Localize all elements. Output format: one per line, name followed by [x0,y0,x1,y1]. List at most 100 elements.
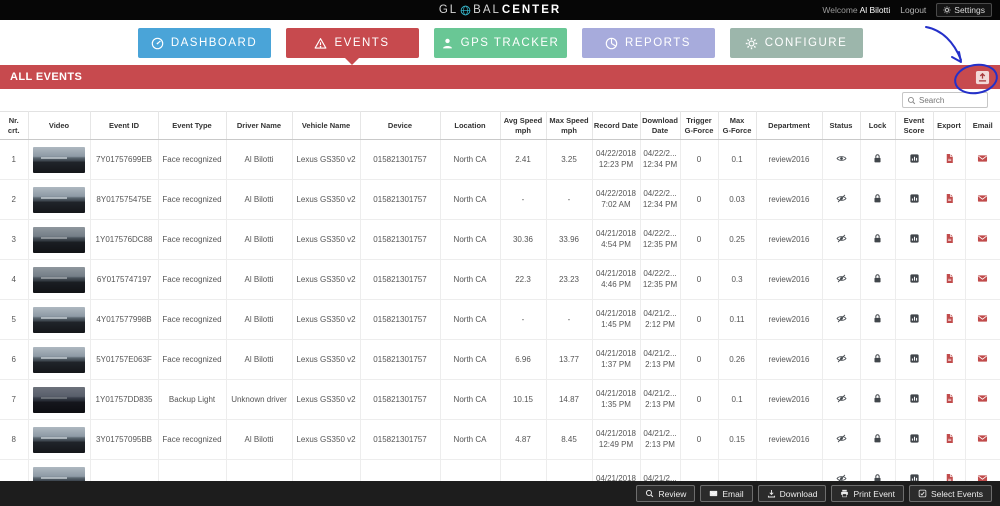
tab-reports[interactable]: REPORTS [581,28,715,58]
status-cell[interactable] [822,179,861,220]
video-thumbnail[interactable] [33,146,85,173]
score-icon [909,193,920,204]
trigger-g-force: 0 [680,419,719,460]
event-score-cell[interactable] [895,139,934,180]
record-date: 04/21/2018 1:37 PM [592,339,641,380]
event-score-cell[interactable] [895,339,934,380]
lock-cell[interactable] [860,219,896,260]
event-score-cell[interactable] [895,219,934,260]
email-cell[interactable] [965,339,1000,380]
download-icon [767,489,776,498]
export-cell[interactable] [933,179,966,220]
lock-icon [872,233,883,244]
department: review2016 [756,219,823,260]
table-body: 1 7Y01757699EB Face recognized Al Bilotti Le… [0,139,1000,500]
logout-link[interactable]: Logout [900,5,927,15]
lock-cell[interactable] [860,179,896,220]
download-button[interactable]: Download [757,485,827,502]
column-header: Max G-Force [718,111,757,140]
tab-configure[interactable]: CONFIGURE [729,28,863,58]
video-thumbnail[interactable] [33,266,85,293]
person-icon [441,37,454,50]
email-cell[interactable] [965,299,1000,340]
video-cell [28,219,91,260]
lock-cell[interactable] [860,379,896,420]
driver-name: Al Bilotti [226,139,293,180]
select-events-button[interactable]: Select Events [909,485,992,502]
export-cell[interactable] [933,419,966,460]
settings-button[interactable]: Settings [936,3,992,17]
score-icon [909,273,920,284]
vehicle-name: Lexus GS350 v2 [292,179,361,220]
export-cell[interactable] [933,259,966,300]
column-header: Export [933,111,966,140]
status-cell[interactable] [822,139,861,180]
status-cell[interactable] [822,259,861,300]
export-events-icon[interactable] [975,70,990,85]
user-name: Al Bilotti [859,5,891,15]
lock-cell[interactable] [860,339,896,380]
vehicle-name: Lexus GS350 v2 [292,259,361,300]
event-score-cell[interactable] [895,379,934,420]
lock-cell[interactable] [860,419,896,460]
review-button[interactable]: Review [636,485,696,502]
email-cell[interactable] [965,179,1000,220]
row-number: 4 [0,259,29,300]
envelope-icon [977,153,988,164]
score-icon [909,473,920,484]
button-label: Download [779,488,818,499]
export-cell[interactable] [933,339,966,380]
event-score-cell[interactable] [895,299,934,340]
export-cell[interactable] [933,219,966,260]
department: review2016 [756,139,823,180]
video-thumbnail[interactable] [33,386,85,413]
video-thumbnail[interactable] [33,426,85,453]
location: North CA [440,299,501,340]
tab-events[interactable]: EVENTS [285,28,419,65]
status-cell[interactable] [822,339,861,380]
status-cell[interactable] [822,419,861,460]
section-header: ALL EVENTS [0,65,1000,89]
video-thumbnail[interactable] [33,186,85,213]
score-icon [909,433,920,444]
email-cell[interactable] [965,259,1000,300]
tab-dashboard[interactable]: DASHBOARD [137,28,271,58]
logo-text-bold: CENTER [501,4,562,16]
email-cell[interactable] [965,379,1000,420]
export-cell[interactable] [933,379,966,420]
video-cell [28,139,91,180]
lock-cell[interactable] [860,259,896,300]
logo-text-mid: BAL [473,4,501,16]
event-score-cell[interactable] [895,179,934,220]
checklist-icon [918,489,927,498]
record-date: 04/21/2018 12:49 PM [592,419,641,460]
status-cell[interactable] [822,379,861,420]
event-id: 8Y017575475E [90,179,159,220]
lock-cell[interactable] [860,139,896,180]
pie-icon [605,37,618,50]
search-input[interactable] [919,95,983,105]
video-thumbnail[interactable] [33,226,85,253]
vehicle-name: Lexus GS350 v2 [292,339,361,380]
print-event-button[interactable]: Print Event [831,485,905,502]
email-button[interactable]: Email [700,485,753,502]
event-score-cell[interactable] [895,419,934,460]
video-thumbnail[interactable] [33,306,85,333]
trigger-g-force: 0 [680,339,719,380]
export-cell[interactable] [933,139,966,180]
row-number: 8 [0,419,29,460]
email-cell[interactable] [965,219,1000,260]
lock-cell[interactable] [860,299,896,340]
status-cell[interactable] [822,219,861,260]
export-cell[interactable] [933,299,966,340]
status-cell[interactable] [822,299,861,340]
max-g-force: 0.1 [718,139,757,180]
search-box [902,92,988,108]
email-cell[interactable] [965,139,1000,180]
email-cell[interactable] [965,419,1000,460]
event-score-cell[interactable] [895,259,934,300]
department: review2016 [756,419,823,460]
tab-gps-tracker[interactable]: GPS TRACKER [433,28,567,58]
video-thumbnail[interactable] [33,346,85,373]
eye-icon [836,153,847,164]
